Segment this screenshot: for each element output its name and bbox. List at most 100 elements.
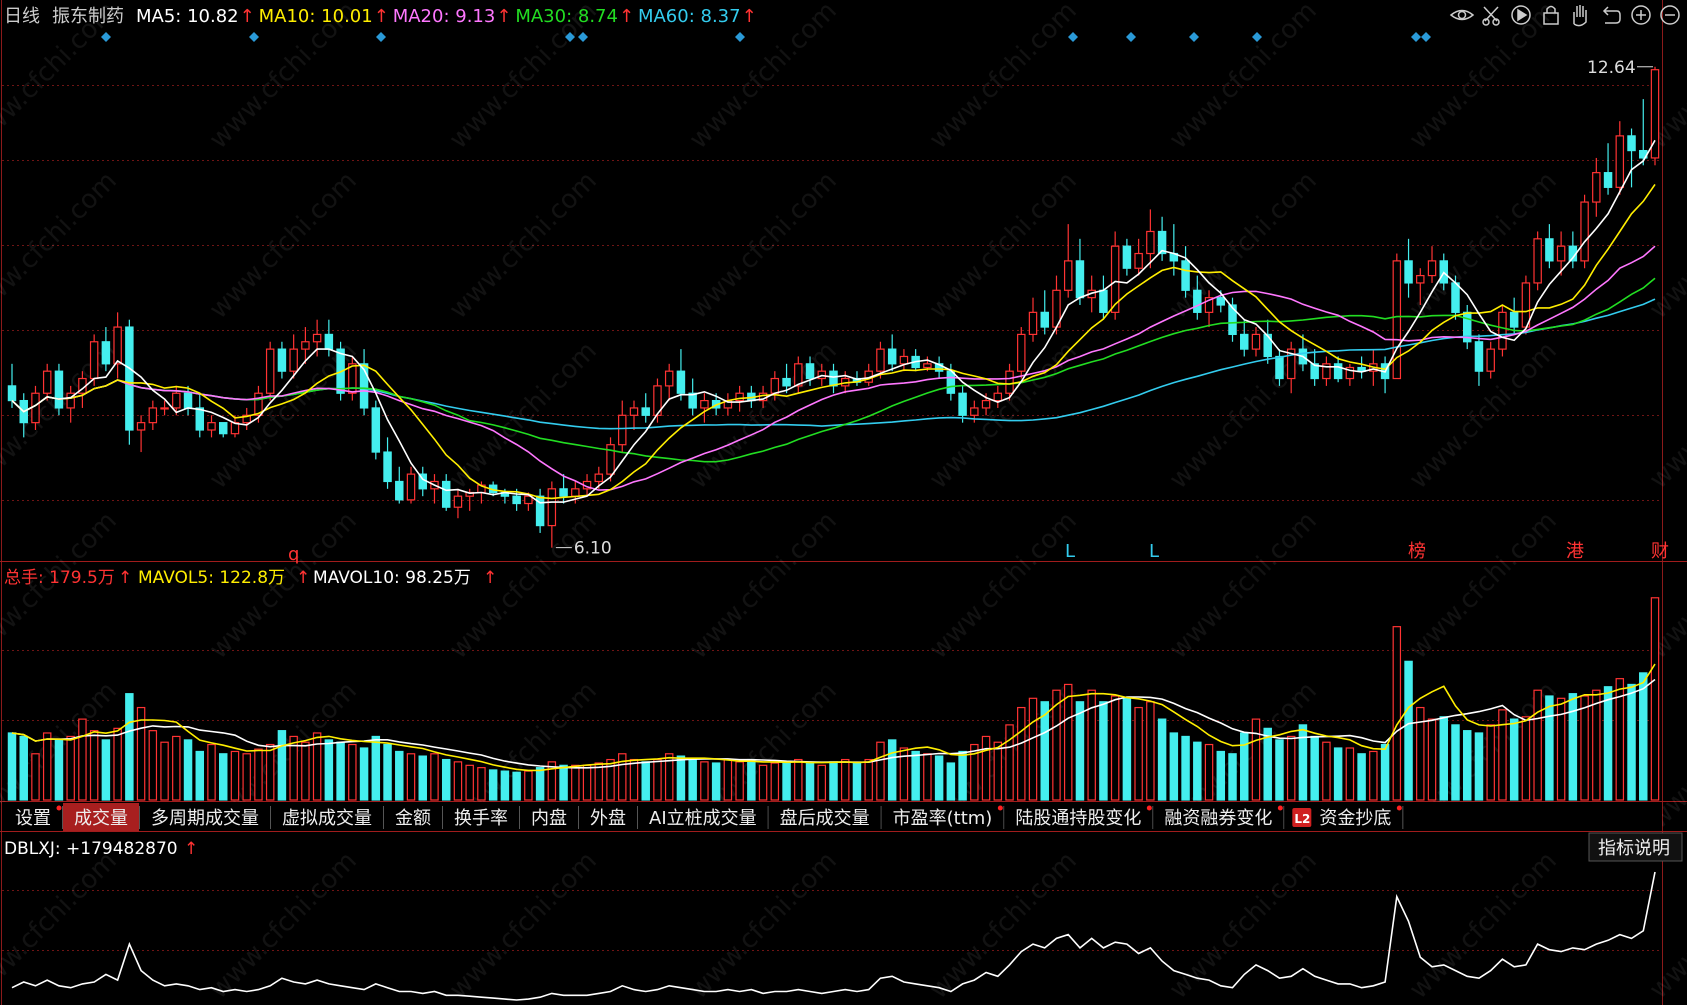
ma-legend-arrow: ↑ [374,6,389,27]
candle-body [1615,135,1625,188]
volume-bar [1369,750,1378,801]
candle-body [383,451,392,483]
candle-body [876,348,885,372]
candle-body [1228,304,1237,336]
volume-header: 总手: 179.5万 ↑ MAVOL5: 122.8万 ↑ MAVOL10: 9… [4,568,497,588]
scissors-icon[interactable] [1482,6,1500,26]
zoom-out-icon[interactable] [1660,5,1680,25]
candle-body [676,370,686,394]
volume-bar [1533,689,1542,801]
volume-bar [78,718,87,801]
tab-12[interactable]: 融资融券变化 [1153,803,1285,831]
ma-legend-arrow: ↑ [742,6,757,27]
ma-legend-arrow: ↑ [496,6,511,27]
tab-0[interactable]: 设置 [4,803,63,831]
tab-5[interactable]: 换手率 [443,803,520,831]
volume-bar [1568,693,1578,801]
hand-icon[interactable] [1573,5,1587,27]
volume-bar [1451,724,1460,801]
volume-bar [1439,716,1448,801]
tab-13[interactable]: L2 资金抄底 [1284,803,1404,831]
volume-bar [312,732,322,801]
volume-bar [618,753,627,801]
stock-name[interactable]: 振东制药 [52,6,124,27]
zoom-in-icon[interactable] [1631,5,1651,25]
tab-4[interactable]: 金额 [384,803,443,831]
volume-bar [782,761,791,801]
candle-body [887,348,897,365]
volume-bar [1310,735,1319,801]
ma20-line [11,245,1656,491]
tab-label: 换手率 [454,808,508,829]
tab-7[interactable]: 外盘 [579,803,638,831]
event-markers[interactable] [101,32,1431,42]
volume-bar [195,750,205,801]
tab-label: 外盘 [590,808,626,829]
ma-legend-arrow: ↑ [619,6,634,27]
volume-bar [488,769,498,801]
tab-3[interactable]: 虚拟成交量 [271,803,384,831]
candle-body [1110,245,1120,313]
period-label[interactable]: 日线 [4,6,40,27]
tab-8[interactable]: AI立桩成交量 [638,803,769,831]
event-diamond [1252,32,1262,42]
candle-body [899,355,909,365]
tab-label: 盘后成交量 [780,808,870,829]
marker-l-1: L [1065,541,1075,562]
volume-bar [406,753,416,801]
tab-bg [1153,803,1284,831]
undo-icon[interactable] [1602,6,1621,24]
watermark-text: www.cfchi.com [684,506,843,665]
price-panel-markers[interactable]: q L L 榜 港 财 [288,541,1669,565]
candle-body [629,407,639,416]
volume-bar [653,758,662,801]
tab-11[interactable]: 陆股通持股变化 [1004,803,1154,831]
event-diamond [565,32,575,42]
volume-bar [54,739,64,801]
lock-icon[interactable] [1543,5,1559,25]
candle-body [359,363,369,409]
marker-q: q [288,544,299,565]
tab-dot-icon [997,805,1003,811]
low-price-label: 6.10 [574,539,612,559]
tab-2[interactable]: 多周期成交量 [140,803,271,831]
candle-body [265,348,275,394]
volume-bar [1228,753,1237,801]
volume-bar [1040,701,1049,801]
volume-bar [1099,701,1108,801]
volume-bar [1075,701,1085,801]
candle-body [923,363,932,369]
high-price-annotation: 12.64 [1587,58,1653,78]
volume-bar [453,761,463,801]
tab-bg [768,803,881,831]
volume-bar [160,741,169,801]
volume-bar [1240,732,1249,801]
mavol5-label: MAVOL5: 122.8万 [138,568,285,588]
indicator-help-button[interactable]: 指标说明 [1588,832,1683,862]
tab-1[interactable]: 成交量 [63,803,140,831]
high-price-label: 12.64 [1587,58,1636,78]
candle-body [395,480,404,501]
play-icon[interactable] [1511,5,1531,25]
tab-9[interactable]: 盘后成交量 [768,803,882,831]
svg-text:↑: ↑ [296,568,310,588]
event-diamond [1126,32,1136,42]
candle-body [453,495,463,508]
candle-body [559,488,568,497]
candle-body [54,370,64,409]
candle-body [113,326,122,365]
volume-bar [148,730,158,801]
volume-bar [1298,724,1308,801]
candle-body [1075,260,1085,299]
candle-body [641,407,650,416]
tab-6[interactable]: 内盘 [520,803,579,831]
candle-body [183,392,193,409]
candle-body [993,392,1003,402]
candle-body [664,370,674,387]
eye-icon[interactable] [1449,9,1475,21]
volume-bar [336,741,345,801]
tab-10[interactable]: 市盈率(ttm) [881,803,1005,831]
candle-body [1240,333,1249,350]
candle-body [512,495,521,505]
